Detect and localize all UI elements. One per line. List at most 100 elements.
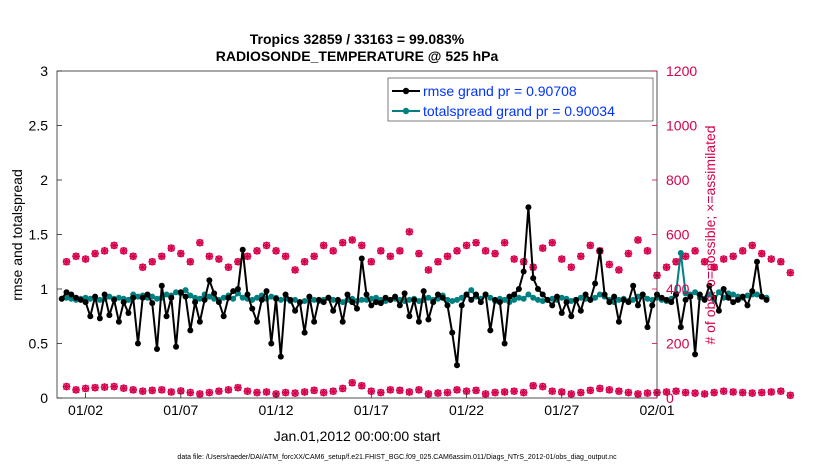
rmse-marker [668,299,675,306]
rmse-marker [439,294,446,301]
rmse-marker [582,291,589,298]
obs-assimilated-marker [396,247,404,255]
rmse-marker [630,282,637,289]
obs-assimilated-marker [710,388,718,397]
rmse-marker [330,307,337,314]
obs-assimilated-marker [453,247,461,255]
obs-assimilated-marker [100,247,109,255]
legend-rmse-marker [402,87,410,95]
totalspread-marker [339,299,346,306]
legend-rmse-label: rmse grand pr = 0.90708 [423,83,577,99]
rmse-marker [101,291,108,298]
rmse-marker [411,296,418,303]
totalspread-marker [568,297,575,304]
rmse-marker [115,318,122,325]
obs-assimilated-marker [700,257,709,266]
obs-assimilated-marker [738,247,747,255]
rmse-marker [611,293,618,300]
obs-assimilated-marker [748,241,757,250]
rmse-marker [254,318,260,325]
chart-title-line1: Tropics 32859 / 33163 = 99.083% [250,31,465,47]
obs-assimilated-marker [719,255,728,263]
rmse-marker [244,291,251,298]
totalspread-marker [154,295,160,302]
rmse-marker [320,299,327,306]
totalspread-marker [358,296,365,303]
obs-assimilated-marker [281,388,290,397]
rmse-marker [563,299,570,306]
obs-assimilated-marker [672,387,680,395]
rmse-marker [692,351,699,358]
x-tick-label: 01/17 [354,402,389,418]
totalspread-marker [134,293,141,300]
totalspread-marker [96,296,103,303]
rmse-marker [706,282,713,289]
obs-assimilated-marker [72,386,80,394]
rmse-marker [487,327,494,334]
rmse-marker [77,296,84,303]
obs-assimilated-marker [757,388,766,397]
y-right-tick-label: 400 [666,281,690,297]
rmse-marker [334,296,341,303]
totalspread-marker [196,295,203,302]
rmse-marker [515,286,522,292]
obs-assimilated-marker [605,260,614,269]
totalspread-marker [615,296,622,303]
rmse-marker [301,329,308,336]
obs-assimilated-marker [148,257,157,266]
obs-assimilated-marker [100,383,109,391]
rmse-marker [620,296,627,303]
rmse-marker [677,324,684,331]
rmse-marker [168,294,175,301]
obs-assimilated-marker [262,388,271,396]
rmse-marker [434,291,441,298]
y-left-tick-label: 2 [40,172,48,188]
obs-assimilated-marker [319,388,328,397]
rmse-marker [415,318,422,325]
x-tick-label: 02/01 [639,402,674,418]
rmse-marker [82,299,89,306]
totalspread-marker [677,250,684,257]
totalspread-marker [182,287,189,294]
rmse-marker [420,288,427,295]
totalspread-marker [187,292,194,299]
obs-assimilated-marker [634,390,642,398]
rmse-marker [749,288,756,295]
totalspread-marker [520,295,527,302]
obs-assimilated-marker [72,252,80,261]
rmse-marker [401,290,408,297]
totalspread-marker [425,294,432,301]
y-right-tick-label: 0 [666,390,674,406]
rmse-marker [125,309,132,316]
obs-assimilated-marker [81,255,90,263]
obs-assimilated-marker [577,252,585,261]
y-right-tick-label: 600 [666,227,690,243]
rmse-marker [573,296,580,303]
x-tick-label: 01/12 [259,402,294,418]
obs-assimilated-marker [129,252,137,261]
totalspread-marker [87,295,94,302]
obs-assimilated-marker [453,386,461,394]
rmse-marker [92,293,99,300]
rmse-marker [473,291,480,298]
obs-assimilated-marker [729,252,737,261]
rmse-marker [382,294,389,301]
obs-assimilated-marker [510,255,518,263]
y-axis-right: 0 200 400 600 800 1000 1200 [652,63,697,406]
rmse-marker [258,296,265,303]
rmse-marker [106,312,113,319]
obs-assimilated-marker [386,252,395,261]
legend: rmse grand pr = 0.90708 totalspread gran… [387,77,654,122]
obs-assimilated-marker [224,263,233,271]
obs-assimilated-marker [748,389,757,397]
obs-assimilated-marker [577,388,585,397]
obs-assimilated-marker [377,247,385,255]
rmse-marker [173,343,180,350]
obs-assimilated-marker [681,252,690,261]
obs-assimilated-marker [224,386,233,394]
totalspread-marker [682,290,689,297]
totalspread-marker [311,296,318,303]
rmse-marker [758,293,765,300]
obs-assimilated-marker [81,384,90,393]
